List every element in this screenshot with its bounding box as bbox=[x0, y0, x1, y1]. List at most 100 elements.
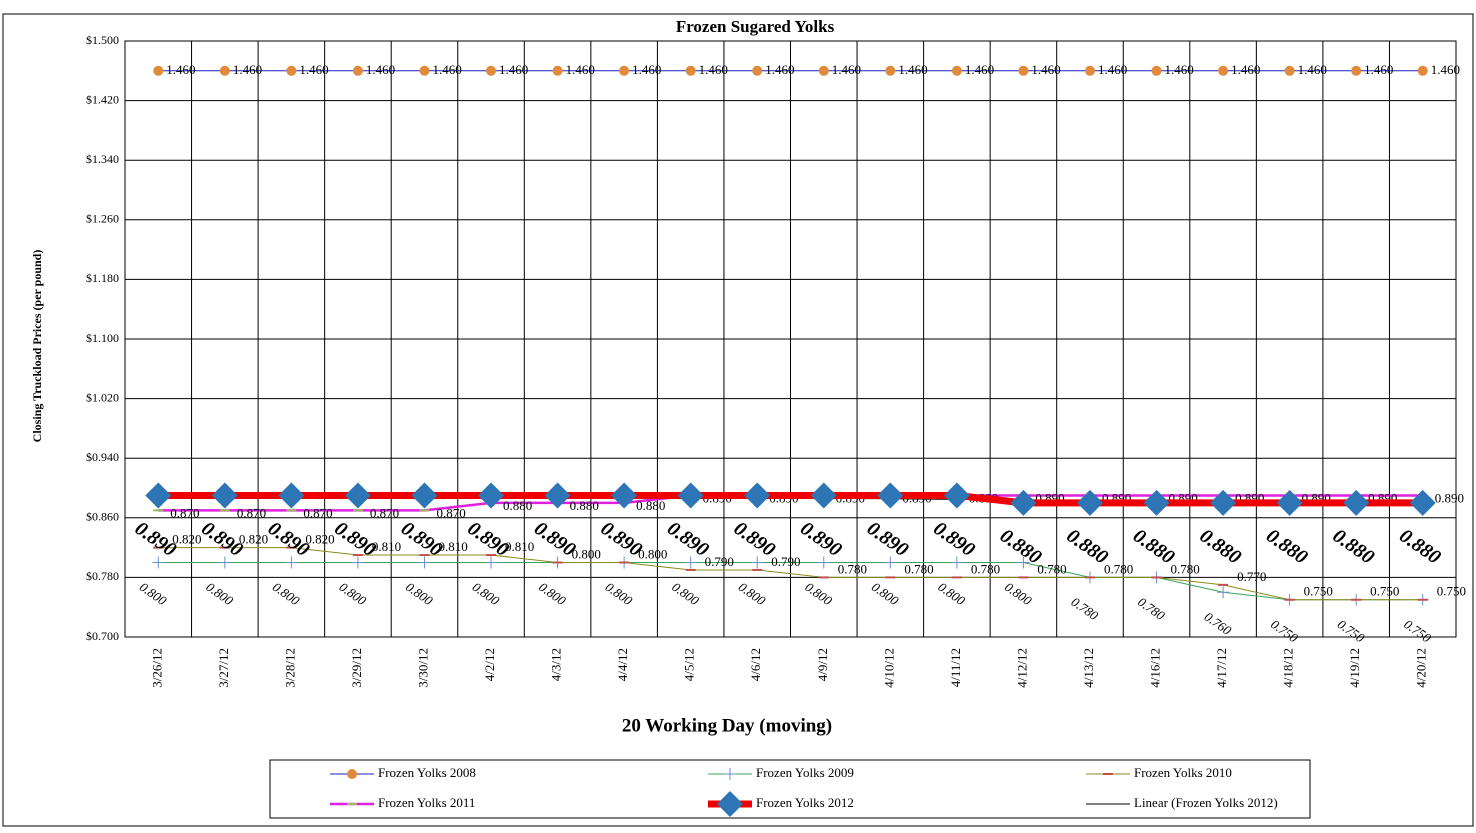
marker bbox=[685, 65, 696, 76]
marker bbox=[1417, 65, 1428, 76]
marker bbox=[943, 482, 970, 509]
series-line bbox=[158, 562, 1423, 601]
x-axis-title: 20 Working Day (moving) bbox=[622, 715, 832, 736]
x-tick-label: 4/20/12 bbox=[1414, 648, 1429, 688]
marker bbox=[611, 482, 638, 509]
y-tick-label: $0.700 bbox=[86, 629, 119, 643]
x-tick-label: 3/30/12 bbox=[415, 648, 430, 688]
y-tick-label: $0.940 bbox=[86, 450, 119, 464]
data-label: 0.800 bbox=[638, 546, 667, 561]
legend-label: Frozen Yolks 2010 bbox=[1134, 765, 1232, 780]
y-tick-label: $1.420 bbox=[86, 92, 119, 106]
x-tick-label: 4/10/12 bbox=[881, 648, 896, 688]
marker bbox=[1010, 489, 1037, 516]
x-tick-label: 4/4/12 bbox=[615, 648, 630, 681]
data-label: 1.460 bbox=[898, 62, 927, 77]
data-label: 0.770 bbox=[1237, 569, 1266, 584]
marker bbox=[211, 482, 238, 509]
data-label: 0.790 bbox=[705, 554, 734, 569]
marker bbox=[352, 65, 363, 76]
data-label: 0.880 bbox=[570, 498, 599, 513]
data-label: 1.460 bbox=[366, 62, 395, 77]
marker bbox=[486, 65, 497, 76]
marker bbox=[1284, 65, 1295, 76]
marker bbox=[951, 65, 962, 76]
chart-border bbox=[2, 13, 1474, 827]
y-tick-label: $1.180 bbox=[86, 271, 119, 285]
marker bbox=[1076, 489, 1103, 516]
data-label: 0.750 bbox=[1437, 584, 1466, 599]
x-tick-label: 4/12/12 bbox=[1014, 648, 1029, 688]
x-tick-label: 4/2/12 bbox=[482, 648, 497, 681]
x-tick-label: 3/28/12 bbox=[282, 648, 297, 688]
marker bbox=[884, 556, 897, 569]
x-tick-label: 4/11/12 bbox=[948, 648, 963, 687]
data-label: 1.460 bbox=[499, 62, 528, 77]
x-tick-label: 4/17/12 bbox=[1214, 648, 1229, 688]
marker bbox=[818, 65, 829, 76]
x-tick-label: 3/27/12 bbox=[216, 648, 231, 688]
data-label: 1.460 bbox=[1298, 62, 1327, 77]
marker bbox=[724, 768, 736, 780]
data-label: 0.820 bbox=[172, 532, 201, 547]
marker bbox=[1018, 65, 1029, 76]
x-tick-label: 4/5/12 bbox=[682, 648, 697, 681]
data-label: 1.460 bbox=[1031, 62, 1060, 77]
x-tick-label: 4/19/12 bbox=[1347, 648, 1362, 688]
legend-label: Frozen Yolks 2012 bbox=[756, 795, 854, 810]
marker bbox=[817, 556, 830, 569]
data-label: 0.800 bbox=[572, 546, 601, 561]
data-label: 0.780 bbox=[971, 561, 1000, 576]
marker bbox=[677, 482, 704, 509]
data-label: 0.880 bbox=[503, 498, 532, 513]
data-label: 0.870 bbox=[303, 505, 332, 520]
legend-label: Linear (Frozen Yolks 2012) bbox=[1134, 795, 1278, 810]
marker bbox=[218, 556, 231, 569]
marker bbox=[411, 482, 438, 509]
data-label: 0.820 bbox=[239, 532, 268, 547]
x-tick-label: 4/6/12 bbox=[748, 648, 763, 681]
marker bbox=[810, 482, 837, 509]
data-label: 1.460 bbox=[166, 62, 195, 77]
marker bbox=[684, 556, 697, 569]
data-label: 0.810 bbox=[372, 539, 401, 554]
x-tick-label: 3/29/12 bbox=[349, 648, 364, 688]
data-label: 0.790 bbox=[771, 554, 800, 569]
y-tick-label: $1.100 bbox=[86, 331, 119, 345]
marker bbox=[344, 482, 371, 509]
data-label: 0.870 bbox=[237, 505, 266, 520]
data-label: 0.780 bbox=[904, 561, 933, 576]
data-label: 1.460 bbox=[566, 62, 595, 77]
marker bbox=[285, 556, 298, 569]
x-tick-label: 4/9/12 bbox=[815, 648, 830, 681]
marker bbox=[1210, 489, 1237, 516]
x-tick-label: 4/13/12 bbox=[1081, 648, 1096, 688]
data-label: 1.460 bbox=[699, 62, 728, 77]
marker bbox=[1084, 65, 1095, 76]
x-tick-label: 4/16/12 bbox=[1148, 648, 1163, 688]
data-label: 1.460 bbox=[233, 62, 262, 77]
data-label: 1.460 bbox=[765, 62, 794, 77]
marker bbox=[145, 482, 172, 509]
legend-label: Frozen Yolks 2009 bbox=[756, 765, 854, 780]
data-label: 0.750 bbox=[1304, 584, 1333, 599]
marker bbox=[752, 65, 763, 76]
data-label: 1.460 bbox=[1364, 62, 1393, 77]
marker bbox=[885, 65, 896, 76]
y-tick-label: $1.020 bbox=[86, 390, 119, 404]
data-label: 1.460 bbox=[832, 62, 861, 77]
marker bbox=[950, 556, 963, 569]
y-tick-label: $0.860 bbox=[86, 510, 119, 524]
marker bbox=[744, 482, 771, 509]
marker bbox=[1143, 489, 1170, 516]
data-label: 0.780 bbox=[1037, 561, 1066, 576]
marker bbox=[418, 556, 431, 569]
data-label: 0.780 bbox=[838, 561, 867, 576]
marker bbox=[619, 65, 630, 76]
marker bbox=[1017, 556, 1030, 569]
marker bbox=[1218, 65, 1229, 76]
marker bbox=[219, 65, 230, 76]
data-label: 0.870 bbox=[170, 505, 199, 520]
